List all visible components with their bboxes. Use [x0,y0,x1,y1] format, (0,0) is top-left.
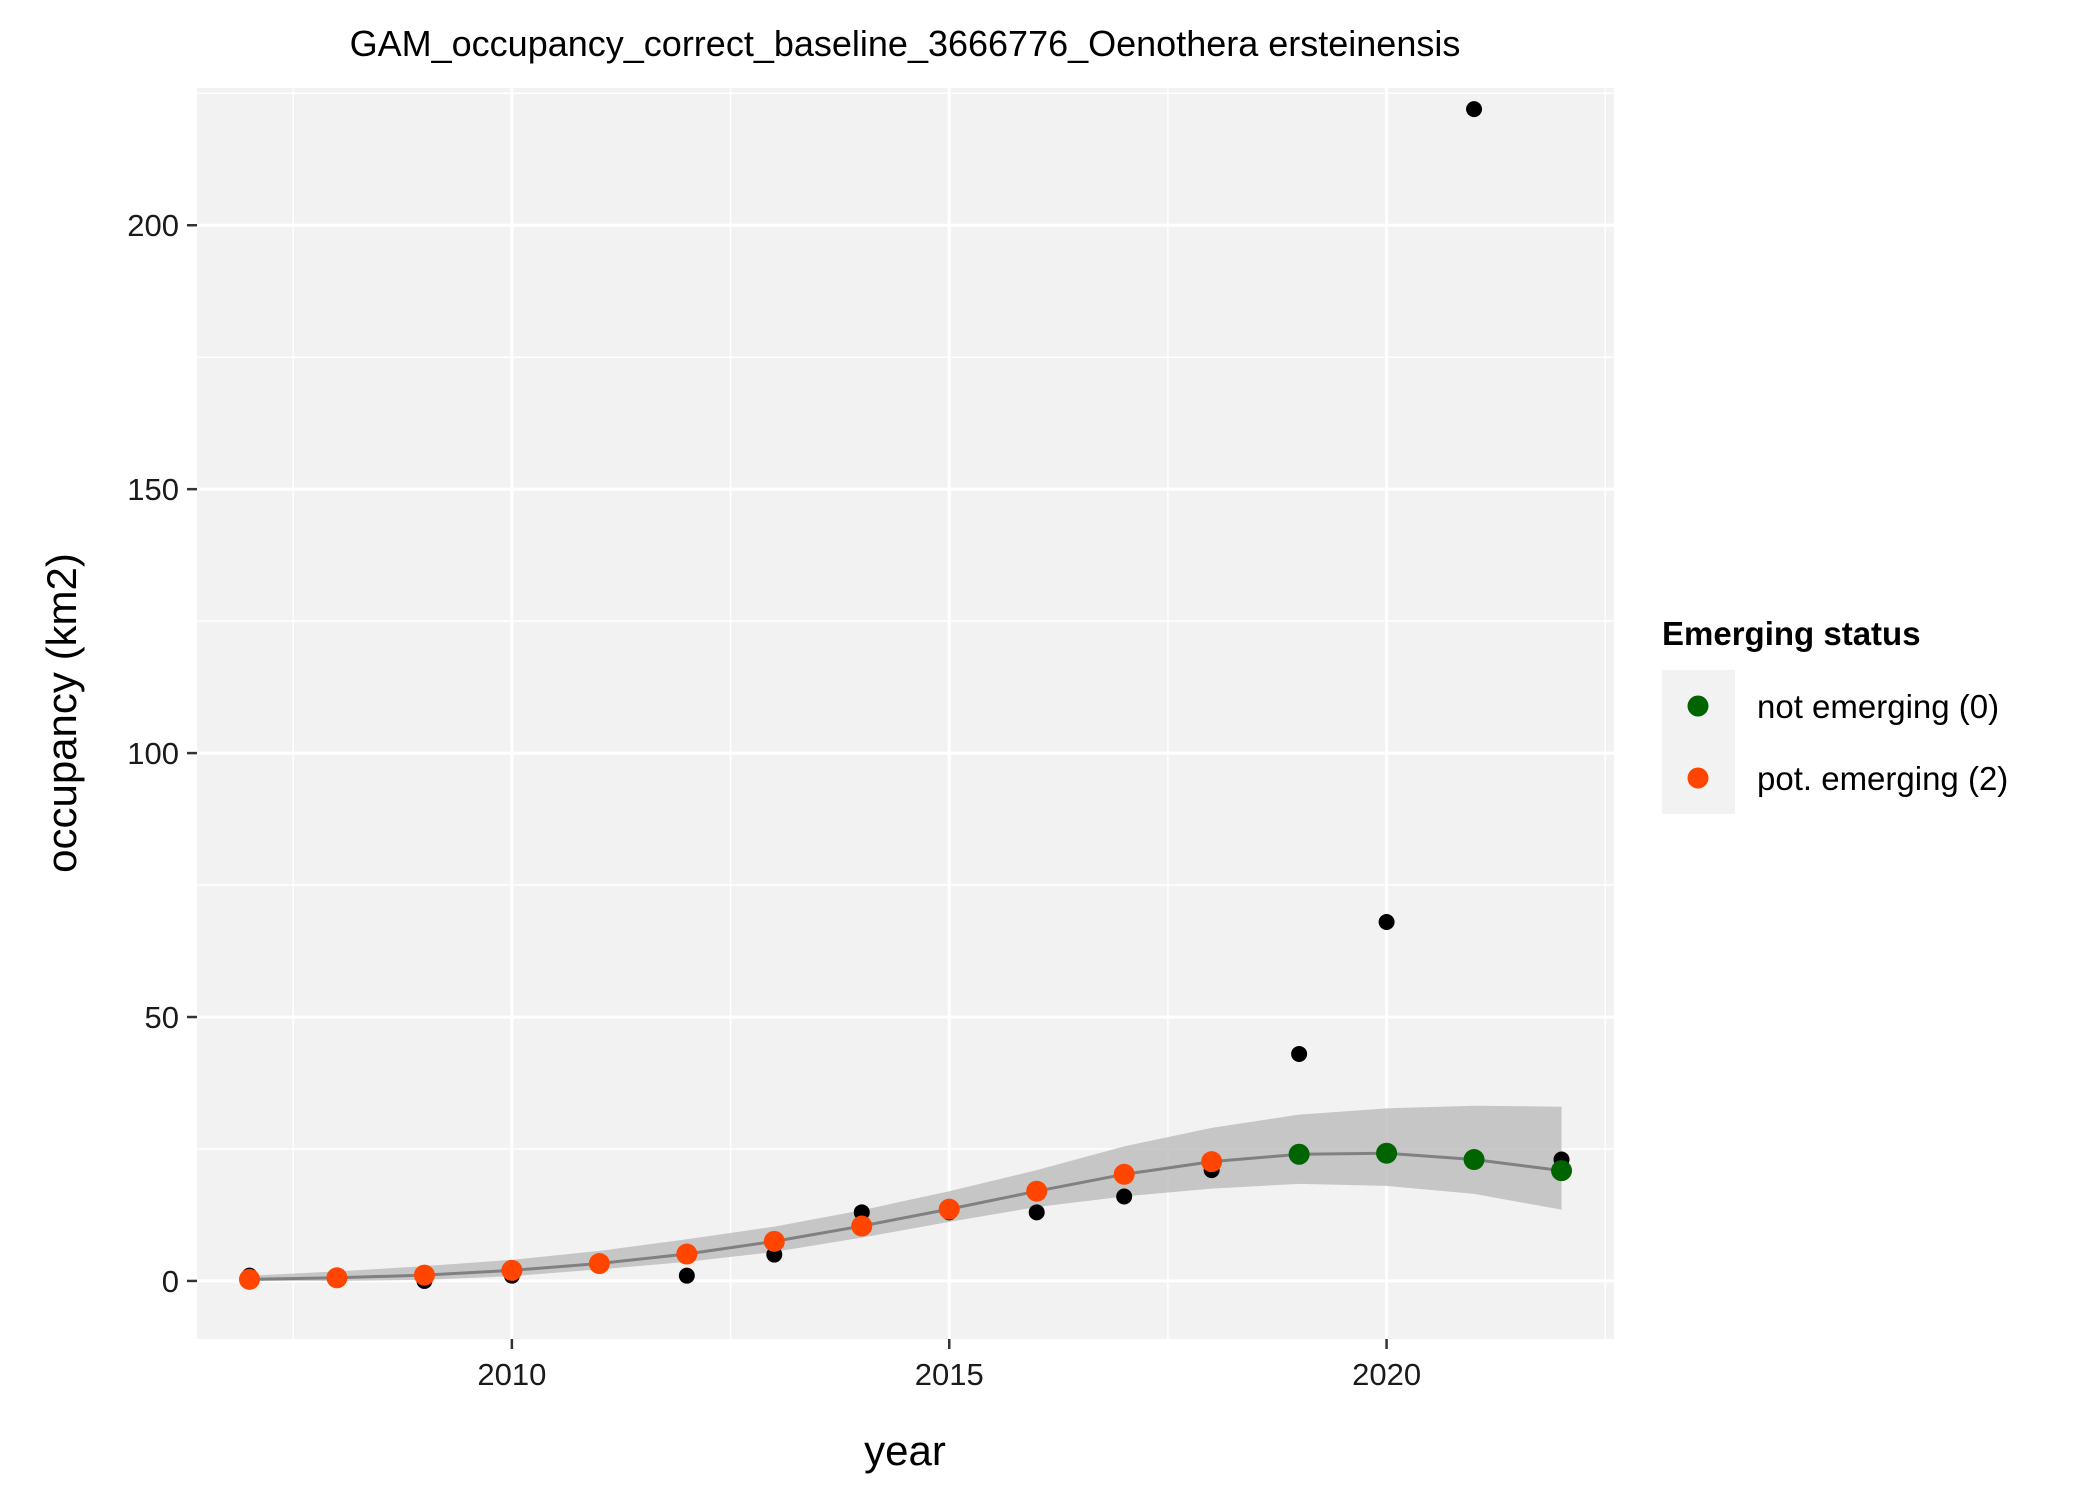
y-axis-title: occupancy (km2) [38,553,85,873]
fit-point [588,1253,610,1275]
fit-curve [249,1151,1562,1281]
legend: Emerging status not emerging (0) pot. eme… [1662,615,2008,814]
y-axis: 0 50 100 150 200 [127,208,197,1299]
y-tick-label: 50 [145,1000,179,1035]
fit-point [1376,1142,1398,1164]
x-tick-label: 2010 [477,1357,546,1392]
legend-label: not emerging (0) [1757,688,1999,725]
ribbon-area [249,1105,1562,1281]
observed-point [1028,1204,1045,1221]
fit-point [1288,1143,1310,1165]
observed-point [1116,1188,1133,1205]
fit-point [1551,1160,1573,1182]
grid-minor [197,88,1614,1339]
fit-point [326,1267,348,1289]
legend-entries: not emerging (0) pot. emerging (2) [1687,688,2008,797]
observed-point [1291,1045,1308,1062]
fit-point [1201,1151,1223,1173]
observed-point [1378,914,1395,930]
y-tick-label: 200 [127,208,179,243]
legend-key [1687,695,1709,717]
fit-point [413,1264,435,1286]
x-tick-label: 2015 [915,1357,984,1392]
fit-points [238,1142,1573,1290]
y-tick-label: 100 [127,736,179,771]
x-axis: 2010 2015 2020 [477,1339,1421,1392]
fit-point [501,1259,523,1281]
fit-point [1463,1149,1485,1171]
fit-point [763,1230,785,1252]
fit-point [1113,1163,1135,1185]
legend-key-background [1662,670,1735,814]
fit-line [249,1151,1562,1281]
fit-point [1026,1180,1048,1202]
fit-point [676,1243,698,1265]
fit-point [938,1198,960,1220]
fit-point [238,1268,260,1290]
legend-label: pot. emerging (2) [1757,760,2008,797]
legend-key [1687,767,1709,789]
fit-point [851,1215,873,1237]
confidence-ribbon [249,1105,1562,1281]
y-tick-label: 0 [162,1264,179,1299]
observed-point [1466,101,1483,118]
observed-point [853,1204,870,1221]
x-axis-title: year [864,1427,946,1474]
chart-title: GAM_occupancy_correct_baseline_3666776_O… [350,23,1461,64]
y-tick-label: 150 [127,472,179,507]
observed-point [678,1267,695,1284]
x-tick-label: 2020 [1352,1357,1421,1392]
legend-title: Emerging status [1662,615,1921,652]
